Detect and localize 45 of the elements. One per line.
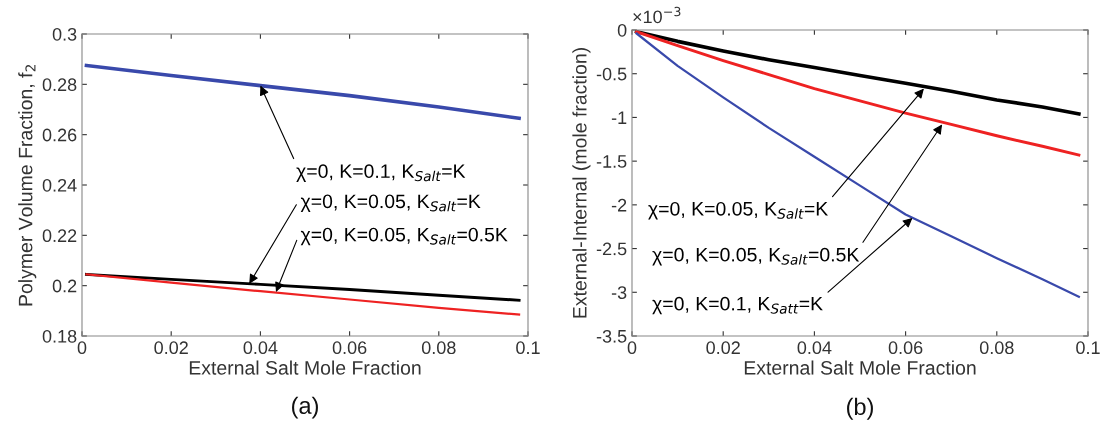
annotation: χ=0, K=0.05, K$_{Salt}$=K bbox=[648, 201, 829, 220]
x-tick-label: 0 bbox=[627, 341, 637, 355]
x-tick-label: 0.1 bbox=[1076, 341, 1100, 355]
x-tick-label: 0.04 bbox=[243, 341, 278, 355]
line-series bbox=[635, 32, 1080, 298]
annotation: χ=0, K=0.1, K$_{Satt}$=K bbox=[652, 296, 823, 315]
line-series bbox=[85, 272, 521, 302]
text: (a) bbox=[292, 396, 318, 419]
x-tick-label: 0.06 bbox=[888, 341, 923, 355]
y-tick-label: 0.26 bbox=[42, 128, 77, 142]
y-tick-label: 0.22 bbox=[42, 229, 77, 243]
x-tick-label: 0.1 bbox=[516, 341, 540, 355]
annotation: χ=0, K=0.05, K$_{Salt}$=0.5K bbox=[300, 227, 508, 246]
x-tick-label: 0.02 bbox=[154, 341, 188, 355]
x-tick-label: 0 bbox=[77, 341, 87, 355]
annotation: χ=0, K=0.05, K$_{Salt}$=K bbox=[300, 194, 481, 213]
text: ×10$^{−3}$ bbox=[633, 6, 681, 24]
y-tick-label: 0.28 bbox=[42, 78, 77, 92]
y-tick-label: -2 bbox=[611, 198, 627, 212]
x-tick-label: 0.02 bbox=[706, 341, 740, 355]
x-axis-title: External Salt Mole Fraction bbox=[744, 360, 976, 375]
y-tick-label: 0.3 bbox=[52, 27, 77, 41]
x-axis-title: External Salt Mole Fraction bbox=[189, 360, 421, 375]
y-tick-label: -1.5 bbox=[596, 155, 627, 168]
line-series bbox=[635, 30, 1081, 157]
text: (b) bbox=[847, 397, 873, 420]
y-tick-label: 0.18 bbox=[42, 329, 77, 343]
y-tick-label: 0.24 bbox=[42, 178, 77, 192]
x-tick-label: 0.08 bbox=[421, 341, 456, 355]
annotation: χ=0, K=0.1, K$_{Salt}$=K bbox=[296, 164, 466, 182]
y-tick-label: -2.5 bbox=[596, 242, 627, 256]
annotation: χ=0, K=0.05, K$_{Salt}$=0.5K bbox=[652, 247, 860, 266]
y-tick-label: -3.5 bbox=[596, 329, 627, 343]
x-tick-label: 0.08 bbox=[979, 341, 1014, 355]
y-tick-label: -0.5 bbox=[596, 67, 627, 81]
line-series bbox=[84, 63, 521, 121]
y-tick-label: -3 bbox=[611, 286, 627, 300]
y-tick-label: -1 bbox=[611, 111, 627, 124]
line-series bbox=[85, 273, 521, 316]
y-axis-title: External-Internal (mole fraction) bbox=[572, 48, 591, 318]
x-tick-label: 0.06 bbox=[332, 341, 367, 355]
y-tick-label: 0 bbox=[617, 23, 627, 37]
x-tick-label: 0.04 bbox=[797, 341, 832, 355]
y-tick-label: 0.2 bbox=[52, 279, 77, 293]
y-axis-title: Polymer Volume Fraction, f$_{2}$ bbox=[18, 65, 37, 306]
